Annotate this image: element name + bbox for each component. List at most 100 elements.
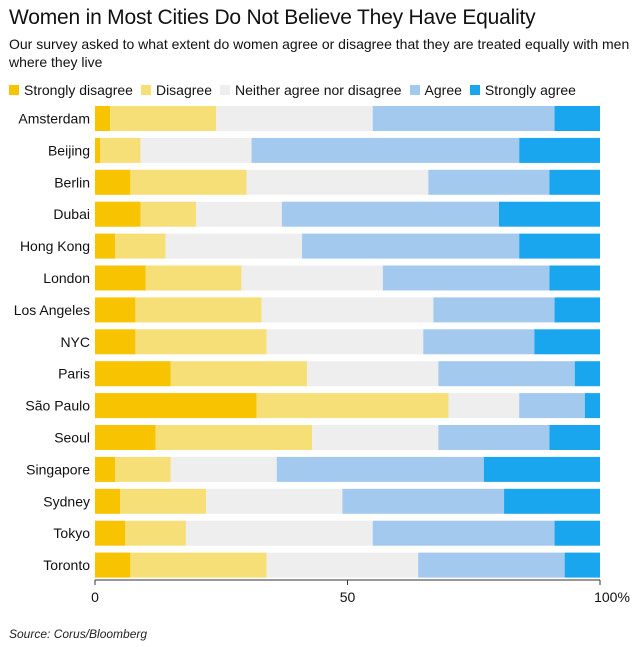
bar-segment-seoul-neither-agree-nor-disagree bbox=[312, 425, 439, 450]
bar-segment-los-angeles-agree bbox=[433, 297, 555, 323]
bar-segment-paris-neither-agree-nor-disagree bbox=[307, 361, 439, 387]
legend-swatch-strongly-disagree bbox=[9, 85, 19, 95]
legend-item-strongly-agree: Strongly agree bbox=[469, 82, 576, 98]
category-label-sao-paulo: São Paulo bbox=[25, 398, 90, 414]
legend-label-agree: Agree bbox=[424, 82, 462, 98]
bar-segment-seoul-strongly-disagree bbox=[95, 425, 156, 450]
bar-segment-london-neither-agree-nor-disagree bbox=[241, 265, 383, 291]
bar-segment-los-angeles-disagree bbox=[135, 297, 262, 323]
bar-segment-sydney-neither-agree-nor-disagree bbox=[206, 488, 343, 514]
bar-segment-berlin-neither-agree-nor-disagree bbox=[246, 169, 429, 195]
bar-segment-toronto-neither-agree-nor-disagree bbox=[266, 552, 419, 578]
bar-segment-dubai-disagree bbox=[140, 201, 196, 227]
bar-segment-paris-strongly-disagree bbox=[95, 361, 171, 387]
bar-segment-hong-kong-disagree bbox=[115, 233, 166, 259]
bar-segment-sydney-agree bbox=[342, 488, 505, 514]
chart-source: Source: Corus/Bloomberg bbox=[9, 627, 148, 641]
legend-swatch-disagree bbox=[140, 85, 151, 95]
bar-segment-dubai-agree bbox=[281, 201, 499, 227]
x-tick-label: 50 bbox=[340, 589, 356, 605]
bar-segment-london-agree bbox=[382, 265, 550, 291]
category-label-tokyo: Tokyo bbox=[53, 525, 90, 541]
bar-segment-tokyo-disagree bbox=[125, 520, 186, 546]
legend-label-strongly-agree: Strongly agree bbox=[484, 82, 576, 98]
bar-segment-nyc-strongly-agree bbox=[534, 329, 600, 355]
legend-item-neither-agree-nor-disagree: Neither agree nor disagree bbox=[219, 82, 402, 98]
bar-segment-dubai-neither-agree-nor-disagree bbox=[196, 201, 282, 227]
legend-label-neither-agree-nor-disagree: Neither agree nor disagree bbox=[234, 82, 402, 98]
bar-segment-sao-paulo-disagree bbox=[256, 393, 449, 419]
bar-segment-sydney-strongly-disagree bbox=[95, 488, 121, 514]
bar-segment-toronto-strongly-disagree bbox=[95, 552, 131, 578]
bar-segment-los-angeles-strongly-disagree bbox=[95, 297, 136, 323]
category-label-los-angeles: Los Angeles bbox=[14, 302, 90, 318]
category-label-toronto: Toronto bbox=[43, 557, 90, 573]
bar-segment-beijing-strongly-disagree bbox=[95, 137, 101, 163]
bar-segment-beijing-agree bbox=[251, 137, 520, 163]
category-label-berlin: Berlin bbox=[54, 174, 90, 190]
bar-segment-singapore-disagree bbox=[115, 456, 171, 482]
chart-subtitle: Our survey asked to what extent do women… bbox=[9, 36, 630, 70]
bar-segment-sao-paulo-strongly-agree bbox=[584, 393, 600, 419]
category-label-beijing: Beijing bbox=[48, 142, 90, 158]
legend-item-agree: Agree bbox=[409, 82, 462, 98]
bar-segment-singapore-agree bbox=[276, 456, 484, 482]
bar-segment-nyc-agree bbox=[423, 329, 535, 355]
bar-segment-hong-kong-strongly-agree bbox=[519, 233, 600, 259]
bar-segment-dubai-strongly-disagree bbox=[95, 201, 141, 227]
category-label-nyc: NYC bbox=[60, 334, 90, 350]
bar-segment-amsterdam-disagree bbox=[110, 106, 217, 131]
x-tick-label: 0 bbox=[91, 589, 99, 605]
bar-segment-tokyo-neither-agree-nor-disagree bbox=[185, 520, 373, 546]
bar-segment-london-strongly-agree bbox=[549, 265, 600, 291]
bar-segment-paris-disagree bbox=[170, 361, 308, 387]
category-label-amsterdam: Amsterdam bbox=[18, 111, 90, 127]
bar-segment-nyc-neither-agree-nor-disagree bbox=[266, 329, 424, 355]
bar-segment-sao-paulo-agree bbox=[519, 393, 585, 419]
bar-segment-seoul-disagree bbox=[155, 425, 313, 450]
bar-segment-tokyo-agree bbox=[372, 520, 555, 546]
category-label-hong-kong: Hong Kong bbox=[20, 238, 90, 254]
bar-segment-singapore-neither-agree-nor-disagree bbox=[170, 456, 277, 482]
bar-segment-sao-paulo-neither-agree-nor-disagree bbox=[448, 393, 520, 419]
bar-segment-berlin-strongly-disagree bbox=[95, 169, 131, 195]
bar-segment-beijing-neither-agree-nor-disagree bbox=[140, 137, 252, 163]
legend-label-strongly-disagree: Strongly disagree bbox=[24, 82, 133, 98]
bar-segment-paris-strongly-agree bbox=[574, 361, 600, 387]
bar-segment-tokyo-strongly-agree bbox=[554, 520, 600, 546]
bar-segment-dubai-strongly-agree bbox=[499, 201, 600, 227]
bar-segment-sydney-disagree bbox=[120, 488, 207, 514]
bar-segment-berlin-strongly-agree bbox=[549, 169, 600, 195]
bar-segment-amsterdam-neither-agree-nor-disagree bbox=[216, 106, 373, 131]
bar-segment-hong-kong-strongly-disagree bbox=[95, 233, 116, 259]
bar-segment-toronto-strongly-agree bbox=[564, 552, 600, 578]
bar-segment-sydney-strongly-agree bbox=[504, 488, 600, 514]
bar-segment-toronto-disagree bbox=[130, 552, 267, 578]
bar-segment-nyc-strongly-disagree bbox=[95, 329, 136, 355]
chart-legend: Strongly disagree Disagree Neither agree n… bbox=[9, 82, 584, 98]
chart-title: Women in Most Cities Do Not Believe They… bbox=[9, 6, 536, 29]
category-label-singapore: Singapore bbox=[26, 461, 90, 477]
legend-swatch-agree bbox=[409, 85, 420, 95]
bar-segment-hong-kong-neither-agree-nor-disagree bbox=[165, 233, 303, 259]
bar-segment-tokyo-strongly-disagree bbox=[95, 520, 126, 546]
legend-swatch-strongly-agree bbox=[469, 85, 480, 95]
category-label-london: London bbox=[43, 270, 90, 286]
bar-segment-nyc-disagree bbox=[135, 329, 267, 355]
bar-segment-amsterdam-agree bbox=[372, 106, 555, 131]
bar-segment-beijing-strongly-agree bbox=[519, 137, 600, 163]
bar-segment-berlin-disagree bbox=[130, 169, 247, 195]
category-label-seoul: Seoul bbox=[54, 430, 90, 446]
category-label-paris: Paris bbox=[58, 366, 90, 382]
bar-segment-sao-paulo-strongly-disagree bbox=[95, 393, 257, 419]
bar-segment-beijing-disagree bbox=[100, 137, 141, 163]
bar-segment-amsterdam-strongly-disagree bbox=[95, 106, 111, 131]
category-label-dubai: Dubai bbox=[53, 206, 90, 222]
bar-segment-amsterdam-strongly-agree bbox=[554, 106, 600, 131]
bar-segment-hong-kong-agree bbox=[302, 233, 520, 259]
bar-segment-paris-agree bbox=[438, 361, 575, 387]
bar-segment-singapore-strongly-disagree bbox=[95, 456, 116, 482]
legend-item-disagree: Disagree bbox=[140, 82, 212, 98]
bar-segment-london-strongly-disagree bbox=[95, 265, 146, 291]
